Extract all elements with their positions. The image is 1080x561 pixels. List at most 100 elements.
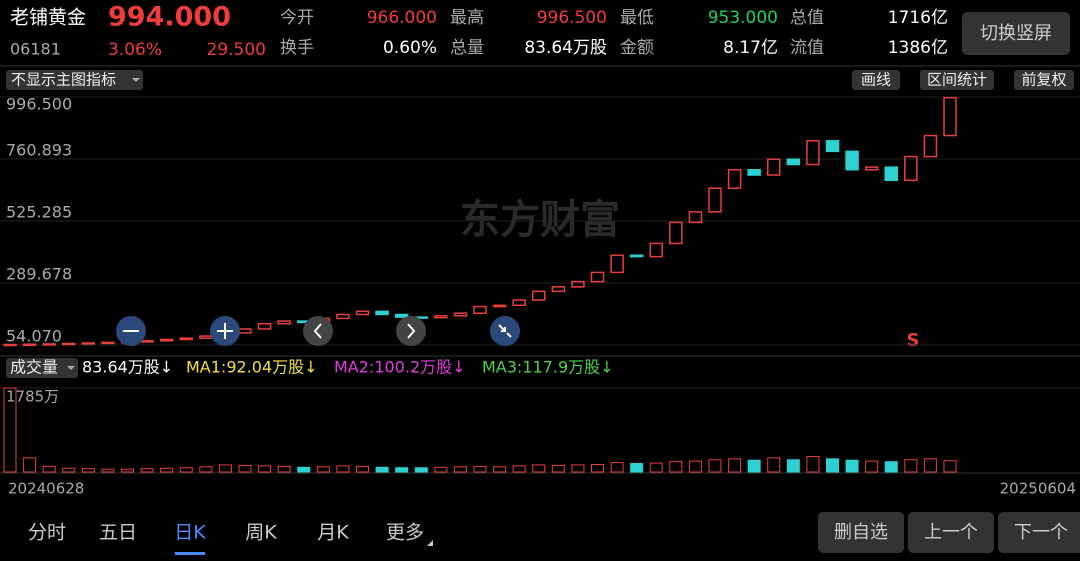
ma2: MA2:100.2万股↓ [334, 358, 466, 377]
candle [590, 271, 605, 283]
candle [453, 312, 468, 317]
action-label: 下一个 [1014, 522, 1068, 543]
volume-value: 83.64万股↓ [82, 358, 173, 377]
field-value: 8.17亿 [723, 38, 778, 58]
volume-bar [395, 467, 409, 473]
candle [179, 337, 193, 341]
candle [532, 290, 546, 301]
signal: S [907, 330, 920, 351]
period-tab[interactable]: 日K [174, 522, 206, 544]
candle [473, 305, 487, 314]
volume-bar [277, 465, 291, 473]
tab-indicator [175, 552, 205, 555]
volume-bar [688, 460, 702, 473]
rotate-label: 切换竖屏 [980, 23, 1052, 44]
period-tab[interactable]: 分时 [28, 522, 66, 544]
icon [407, 323, 416, 339]
candle [767, 158, 781, 176]
icon [313, 323, 322, 339]
field-label: 总值 [790, 8, 824, 28]
field-value: 966.000 [367, 8, 437, 28]
candle [864, 166, 879, 171]
change-pct: 3.06% [108, 40, 162, 60]
tool-button[interactable] [852, 70, 900, 90]
volume-bar [81, 468, 95, 473]
action-label: 删自选 [834, 522, 888, 543]
tool-button[interactable] [920, 70, 994, 90]
scroll-right[interactable] [396, 316, 426, 346]
field-label: 换手 [280, 38, 314, 58]
period-tab[interactable]: 更多 [386, 522, 424, 544]
y-tick-label: 525.285 [6, 203, 72, 222]
volume-bar [473, 465, 487, 473]
candle [845, 150, 859, 171]
action-button[interactable] [818, 512, 904, 553]
field-label: 金额 [620, 38, 654, 58]
indicator-label: 不显示主图指标 [11, 71, 116, 89]
tool-button-label: 画线 [861, 71, 891, 89]
volume-bar [884, 461, 898, 473]
candle [434, 315, 448, 319]
candle [943, 96, 957, 137]
field-label: 最低 [620, 8, 654, 28]
volume-bar [591, 463, 604, 473]
volume-bar [786, 459, 800, 473]
volume-bar [316, 466, 330, 473]
candle [708, 187, 722, 213]
volume-bar [62, 467, 76, 473]
field-value: 996.500 [537, 8, 607, 28]
indicator-select[interactable] [6, 70, 143, 90]
icon [217, 323, 233, 339]
volume-bar [747, 459, 761, 473]
candle [199, 335, 213, 339]
scroll-left[interactable] [303, 316, 333, 346]
candle [884, 166, 898, 182]
y-tick-label: 54.070 [6, 327, 62, 346]
code: 06181 [10, 40, 61, 59]
volume-bar [532, 464, 546, 473]
candle [394, 313, 409, 318]
candle [571, 280, 585, 288]
volume-bar [199, 466, 213, 473]
volume-bar [121, 468, 134, 473]
price: 994.000 [108, 2, 231, 33]
candle [159, 338, 174, 342]
period-tab[interactable]: 月K [317, 522, 349, 544]
tool-button[interactable] [1014, 70, 1074, 90]
volume-bar [669, 461, 683, 473]
field-label: 今开 [280, 8, 314, 28]
candle [806, 140, 820, 166]
volume-indicator: 成交量 [10, 358, 58, 377]
action-label: 上一个 [924, 522, 978, 543]
y-tick-label: 996.500 [6, 95, 72, 114]
candle [747, 169, 761, 176]
period-tab[interactable]: 五日 [99, 522, 137, 544]
volume-bar [923, 458, 937, 473]
volume-bar [512, 465, 526, 473]
volume-bar [630, 463, 644, 473]
ma3: MA3:117.9万股↓ [482, 358, 614, 377]
volume-bar [160, 467, 174, 473]
volume-tick-label: 1785万 [6, 388, 59, 406]
zoom-controls [116, 316, 520, 346]
field-value: 1716亿 [888, 8, 948, 28]
rotate-button[interactable] [962, 12, 1070, 55]
volume-bar [826, 458, 839, 473]
volume-bar [904, 459, 918, 473]
period-tab[interactable]: 周K [245, 522, 277, 544]
stock-name: 老铺黄金 [10, 7, 86, 29]
candle [3, 343, 17, 347]
start-date: 20240628 [8, 480, 84, 498]
ma1: MA1:92.04万股↓ [186, 358, 318, 377]
field-label: 最高 [450, 8, 484, 28]
more-icon [427, 540, 433, 546]
action-button[interactable] [998, 512, 1080, 553]
field-value: 0.60% [383, 38, 437, 58]
volume-select[interactable] [6, 358, 78, 378]
candle [825, 140, 840, 153]
action-button[interactable] [908, 512, 994, 553]
dropdown-icon [67, 366, 75, 370]
candle [101, 341, 115, 345]
volume-bar [943, 460, 957, 473]
